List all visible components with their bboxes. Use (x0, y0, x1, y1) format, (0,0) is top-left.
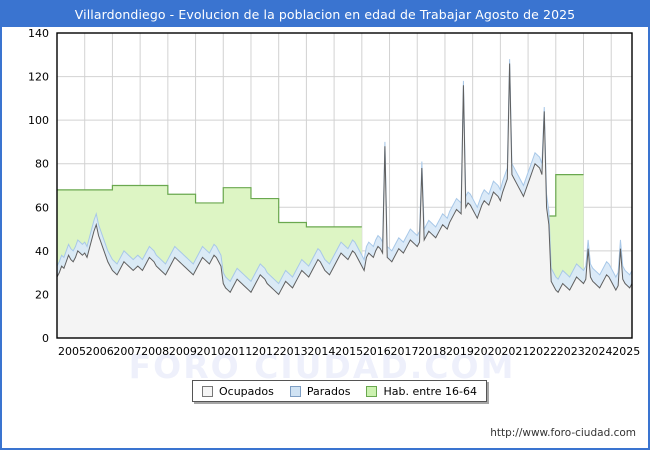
svg-text:2023: 2023 (557, 345, 585, 358)
svg-text:60: 60 (35, 201, 49, 214)
svg-text:2007: 2007 (113, 345, 141, 358)
svg-text:140: 140 (28, 27, 49, 40)
legend-label-ocupados: Ocupados (219, 384, 274, 398)
svg-text:120: 120 (28, 71, 49, 84)
svg-text:20: 20 (35, 288, 49, 301)
legend-item-habitantes: Hab. entre 16-64 (366, 385, 477, 398)
svg-text:2005: 2005 (58, 345, 86, 358)
chart-legend: Ocupados Parados Hab. entre 16-64 (192, 380, 488, 402)
svg-text:2020: 2020 (474, 345, 502, 358)
legend-item-ocupados: Ocupados (202, 385, 274, 398)
svg-text:0: 0 (42, 332, 49, 345)
svg-text:2024: 2024 (585, 345, 613, 358)
svg-text:2019: 2019 (446, 345, 474, 358)
plot-area: 0 20 40 60 80 100 120 140 2005 2006 2007 2008 2009 20… (2, 27, 648, 448)
svg-text:2013: 2013 (280, 345, 308, 358)
svg-text:2025: 2025 (612, 345, 640, 358)
svg-text:2010: 2010 (197, 345, 225, 358)
svg-text:2018: 2018 (418, 345, 446, 358)
window-title-bar: Villardondiego - Evolucion de la poblaci… (2, 2, 648, 27)
legend-label-parados: Parados (306, 384, 351, 398)
legend-label-habitantes: Hab. entre 16-64 (383, 384, 478, 398)
svg-text:40: 40 (35, 245, 49, 258)
svg-text:2014: 2014 (307, 345, 335, 358)
page-title: Villardondiego - Evolucion de la poblaci… (74, 7, 576, 22)
svg-text:2012: 2012 (252, 345, 280, 358)
svg-text:2022: 2022 (529, 345, 557, 358)
svg-text:2006: 2006 (86, 345, 114, 358)
svg-text:2017: 2017 (391, 345, 419, 358)
legend-swatch-ocupados (202, 385, 213, 397)
svg-text:2015: 2015 (335, 345, 363, 358)
legend-swatch-parados (289, 385, 301, 397)
svg-text:2011: 2011 (224, 345, 252, 358)
svg-text:2016: 2016 (363, 345, 391, 358)
legend-swatch-habitantes (366, 385, 378, 397)
svg-text:2009: 2009 (169, 345, 197, 358)
source-url: http://www.foro-ciudad.com (490, 427, 636, 439)
svg-text:80: 80 (35, 158, 49, 171)
svg-text:2008: 2008 (141, 345, 169, 358)
svg-text:100: 100 (28, 114, 49, 127)
svg-text:2021: 2021 (501, 345, 529, 358)
legend-item-parados: Parados (289, 384, 351, 398)
